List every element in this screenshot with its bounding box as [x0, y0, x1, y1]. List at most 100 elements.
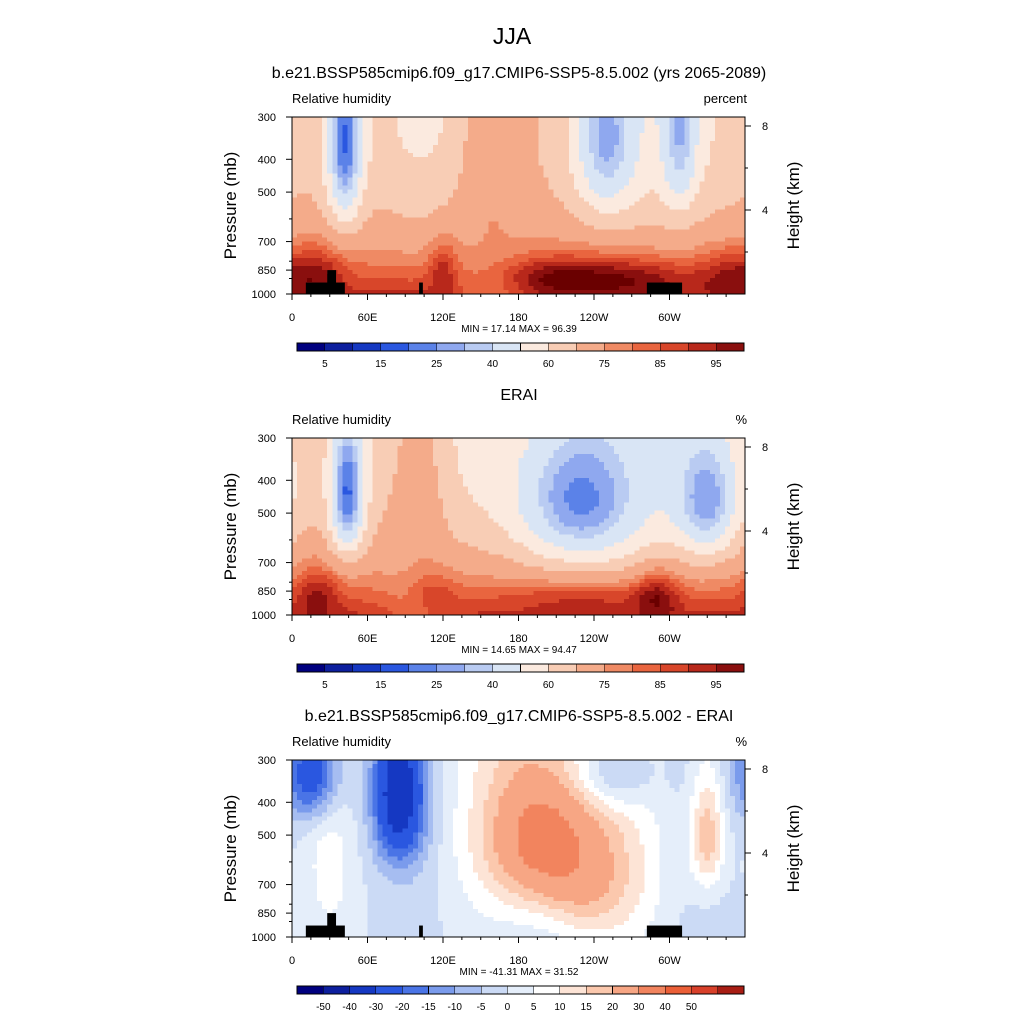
heatmap-cell — [589, 153, 595, 158]
heatmap-cell — [352, 161, 358, 166]
heatmap-cell — [654, 210, 660, 215]
heatmap-cell — [659, 246, 665, 251]
heatmap-cell — [448, 125, 454, 130]
heatmap-cell — [423, 446, 429, 451]
heatmap-cell — [302, 117, 308, 122]
heatmap-cell — [378, 258, 384, 263]
heatmap-cell — [488, 193, 494, 198]
heatmap-cell — [715, 438, 721, 443]
heatmap-cell — [322, 438, 328, 443]
heatmap-cell — [639, 193, 645, 198]
heatmap-cell — [710, 157, 716, 162]
heatmap-cell — [378, 254, 384, 259]
heatmap-cell — [368, 274, 374, 279]
heatmap-cell — [352, 165, 358, 170]
right-string: percent — [704, 91, 748, 106]
colorbar-box — [604, 343, 632, 351]
heatmap-cell — [362, 258, 368, 263]
heatmap-cell — [337, 474, 343, 479]
heatmap-cell — [715, 165, 721, 170]
heatmap-cell — [408, 438, 414, 443]
heatmap-cell — [604, 121, 610, 126]
heatmap-cell — [493, 270, 499, 275]
heatmap-cell — [368, 141, 374, 146]
heatmap-cell — [352, 214, 358, 219]
heatmap-cell — [373, 254, 379, 259]
heatmap-cell — [317, 238, 323, 243]
heatmap-cell — [639, 438, 645, 443]
heatmap-cell — [368, 165, 374, 170]
heatmap-cell — [317, 169, 323, 174]
heatmap-cell — [292, 442, 298, 447]
heatmap-cell — [544, 262, 550, 267]
heatmap-cell — [639, 450, 645, 455]
heatmap-cell — [544, 230, 550, 235]
heatmap-cell — [297, 201, 303, 206]
heatmap-cell — [720, 214, 726, 219]
heatmap-cell — [302, 185, 308, 190]
heatmap-cell — [423, 137, 429, 142]
heatmap-cell — [393, 454, 399, 459]
heatmap-cell — [725, 153, 731, 158]
heatmap-cell — [352, 242, 358, 247]
heatmap-cell — [569, 161, 575, 166]
heatmap-cell — [629, 458, 635, 463]
heatmap-cell — [312, 181, 318, 186]
heatmap-cell — [342, 145, 348, 150]
heatmap-cell — [690, 458, 696, 463]
heatmap-cell — [332, 197, 338, 202]
heatmap-cell — [468, 125, 474, 130]
heatmap-cell — [569, 117, 575, 122]
heatmap-cell — [342, 458, 348, 463]
heatmap-cell — [423, 478, 429, 483]
heatmap-cell — [705, 153, 711, 158]
heatmap-cell — [337, 230, 343, 235]
heatmap-cell — [735, 206, 741, 211]
heatmap-cell — [534, 218, 540, 223]
heatmap-cell — [418, 149, 424, 154]
heatmap-cell — [659, 258, 665, 263]
heatmap-cell — [398, 153, 404, 158]
heatmap-cell — [393, 189, 399, 194]
heatmap-cell — [327, 226, 333, 231]
heatmap-cell — [604, 282, 610, 287]
heatmap-cell — [503, 149, 509, 154]
heatmap-cell — [503, 246, 509, 251]
heatmap-cell — [373, 153, 379, 158]
heatmap-cell — [327, 125, 333, 130]
heatmap-cell — [513, 117, 519, 122]
heatmap-cell — [564, 438, 570, 443]
heatmap-cell — [680, 438, 686, 443]
heatmap-cell — [448, 274, 454, 279]
heatmap-cell — [569, 125, 575, 130]
heatmap-cell — [413, 474, 419, 479]
heatmap-cell — [604, 210, 610, 215]
heatmap-cell — [624, 153, 630, 158]
heatmap-cell — [539, 470, 545, 475]
heatmap-cell — [705, 230, 711, 235]
heatmap-cell — [473, 121, 479, 126]
heatmap-cell — [670, 462, 676, 467]
heatmap-cell — [493, 193, 499, 198]
heatmap-cell — [297, 157, 303, 162]
heatmap-cell — [458, 206, 464, 211]
heatmap-cell — [458, 129, 464, 134]
heatmap-cell — [352, 270, 358, 275]
heatmap-cell — [332, 117, 338, 122]
heatmap-cell — [373, 470, 379, 475]
heatmap-cell — [554, 210, 560, 215]
heatmap-cell — [639, 254, 645, 259]
heatmap-cell — [594, 185, 600, 190]
heatmap-cell — [725, 454, 731, 459]
heatmap-cell — [654, 189, 660, 194]
heatmap-cell — [327, 153, 333, 158]
heatmap-cell — [725, 278, 731, 283]
heatmap-cell — [539, 250, 545, 255]
heatmap-cell — [503, 193, 509, 198]
heatmap-cell — [519, 201, 525, 206]
heatmap-cell — [579, 165, 585, 170]
heatmap-cell — [599, 446, 605, 451]
heatmap-cell — [735, 210, 741, 215]
heatmap-cell — [604, 246, 610, 251]
heatmap-cell — [720, 165, 726, 170]
